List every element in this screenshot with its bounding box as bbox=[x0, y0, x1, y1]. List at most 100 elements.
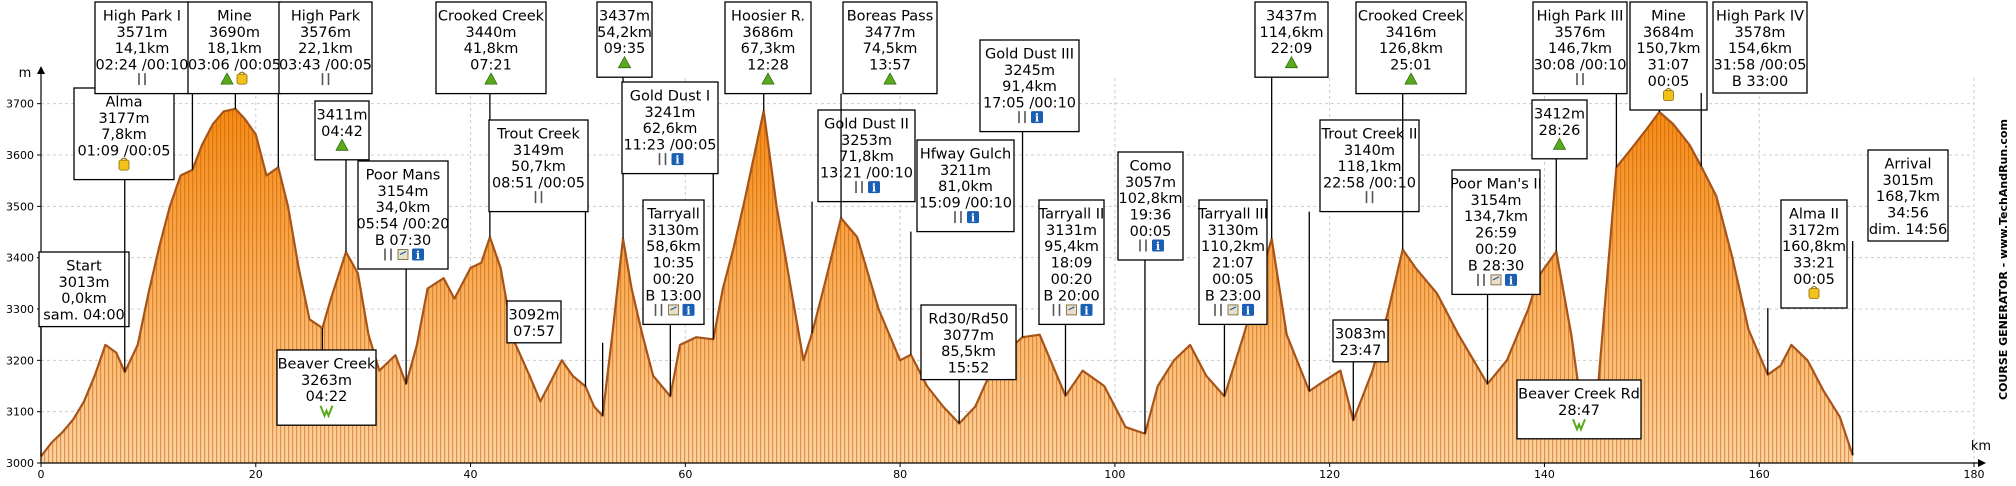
waypoint-label: 3092m bbox=[508, 307, 559, 323]
waypoint-label: Start bbox=[66, 258, 102, 274]
waypoint-label: 3578m bbox=[1734, 25, 1785, 41]
waypoint-label: 15:52 bbox=[948, 361, 990, 377]
waypoint-label: 3154m bbox=[1470, 193, 1521, 209]
waypoint-label: 3211m bbox=[940, 163, 991, 179]
food-icon bbox=[654, 303, 663, 316]
waypoint-label: Trout Creek II bbox=[1321, 126, 1418, 142]
waypoint-label: 3684m bbox=[1643, 25, 1694, 41]
waypoint-label: 3241m bbox=[644, 105, 695, 121]
x-tick-label: 180 bbox=[1964, 468, 1985, 481]
svg-text:i: i bbox=[1084, 304, 1088, 317]
side-label: COURSE GENERATOR - www.TechAndRun.com bbox=[1997, 119, 2010, 400]
bag-icon bbox=[1066, 304, 1077, 316]
waypoint-box bbox=[1198, 199, 1268, 326]
waypoint-label: 62,6km bbox=[643, 121, 698, 137]
bag-icon bbox=[668, 304, 679, 316]
waypoint-label: 110,2km bbox=[1201, 239, 1265, 255]
waypoint-label: 54,2km bbox=[597, 25, 652, 41]
waypoint-label: 50,7km bbox=[511, 159, 566, 175]
waypoint-label: 3172m bbox=[1788, 223, 1839, 239]
waypoint-label: 00:20 bbox=[653, 272, 695, 288]
info-icon: i bbox=[682, 303, 695, 317]
svg-text:i: i bbox=[872, 182, 876, 195]
waypoint-label: Tarryall bbox=[646, 206, 700, 222]
waypoint-label: B 33:00 bbox=[1732, 74, 1788, 90]
waypoint-label: Crooked Creek bbox=[1358, 8, 1465, 24]
summit-icon bbox=[883, 72, 897, 85]
waypoint-label: 3140m bbox=[1344, 143, 1395, 159]
waypoint-label: 03:43 /00:05 bbox=[279, 58, 372, 74]
waypoint-box bbox=[488, 119, 589, 213]
waypoint-label: B 23:00 bbox=[1205, 288, 1261, 304]
info-icon: i bbox=[1080, 303, 1093, 317]
waypoint-label: 18:09 bbox=[1051, 256, 1093, 272]
waypoint-label: 3576m bbox=[300, 25, 351, 41]
waypoint-label: Tarryall III bbox=[1197, 206, 1268, 222]
waypoint-label: 13:21 /00:10 bbox=[820, 166, 913, 182]
waypoint-label: Beaver Creek bbox=[278, 356, 376, 372]
waypoint-label: 3571m bbox=[116, 25, 167, 41]
waypoint-label: 91,4km bbox=[1002, 79, 1057, 95]
info-icon: i bbox=[671, 153, 684, 167]
food-icon bbox=[1576, 73, 1584, 86]
y-tick-label: 3000 bbox=[6, 457, 34, 470]
waypoint-label: 04:42 bbox=[321, 124, 363, 140]
waypoint-label: 00:05 bbox=[1648, 74, 1690, 90]
food-icon bbox=[1018, 111, 1026, 124]
waypoint-label: 01:09 /00:05 bbox=[77, 144, 170, 160]
axis-layer: 3000 3100 3200 3300 3400 3500 3600 3700 0 20 40 60 8… bbox=[6, 66, 1991, 481]
svg-text:i: i bbox=[675, 154, 679, 167]
waypoint-label: 134,7km bbox=[1464, 209, 1528, 225]
waypoint-label: Crooked Creek bbox=[438, 8, 545, 24]
waypoint-box bbox=[916, 139, 1015, 233]
waypoint-label: 81,0km bbox=[938, 179, 993, 195]
waypoint-box bbox=[920, 304, 1017, 381]
waypoint-label: Gold Dust II bbox=[824, 116, 909, 132]
shop-icon bbox=[1808, 286, 1820, 299]
food-icon bbox=[1052, 303, 1061, 316]
waypoint-label: High Park IV bbox=[1716, 8, 1804, 24]
waypoint-label: 3149m bbox=[513, 143, 564, 159]
waypoint-label: 28:47 bbox=[1558, 403, 1600, 419]
waypoint-label: 23:47 bbox=[1340, 343, 1382, 359]
y-tick-label: 3500 bbox=[6, 200, 34, 213]
bag-icon bbox=[1490, 274, 1502, 286]
waypoint-box bbox=[817, 109, 916, 203]
y-axis-arrow bbox=[37, 66, 45, 74]
waypoint-label: 07:21 bbox=[470, 58, 512, 74]
waypoint-label: 22:58 /00:10 bbox=[1323, 176, 1416, 192]
waypoint-label: Mine bbox=[1651, 8, 1686, 24]
waypoint-label: 71,8km bbox=[839, 149, 894, 165]
food-icon bbox=[1477, 273, 1485, 286]
x-tick-label: 60 bbox=[678, 468, 692, 481]
waypoint-label: 3253m bbox=[841, 133, 892, 149]
waypoint-label: 12:28 bbox=[747, 58, 789, 74]
info-icon: i bbox=[1152, 239, 1164, 253]
waypoint-box bbox=[1332, 319, 1389, 363]
y-tick-label: 3200 bbox=[6, 354, 34, 367]
food-icon bbox=[384, 248, 392, 261]
waypoint-label: Hfway Gulch bbox=[920, 146, 1011, 162]
waypoint-label: 102,8km bbox=[1118, 191, 1182, 207]
shop-icon bbox=[1663, 88, 1674, 101]
waypoint-label: B 07:30 bbox=[375, 233, 431, 249]
waypoint-label: B 20:00 bbox=[1043, 288, 1099, 304]
y-tick-label: 3300 bbox=[6, 303, 34, 316]
waypoint-label: Alma II bbox=[1789, 206, 1839, 222]
waypoint-label: 126,8km bbox=[1379, 41, 1443, 57]
waypoint-label: 3083m bbox=[1335, 326, 1386, 342]
waypoint-label: 18,1km bbox=[207, 41, 262, 57]
waypoint-label: 07:57 bbox=[513, 324, 555, 340]
svg-text:i: i bbox=[1246, 304, 1250, 317]
waypoint-label: Rd30/Rd50 bbox=[928, 311, 1008, 327]
